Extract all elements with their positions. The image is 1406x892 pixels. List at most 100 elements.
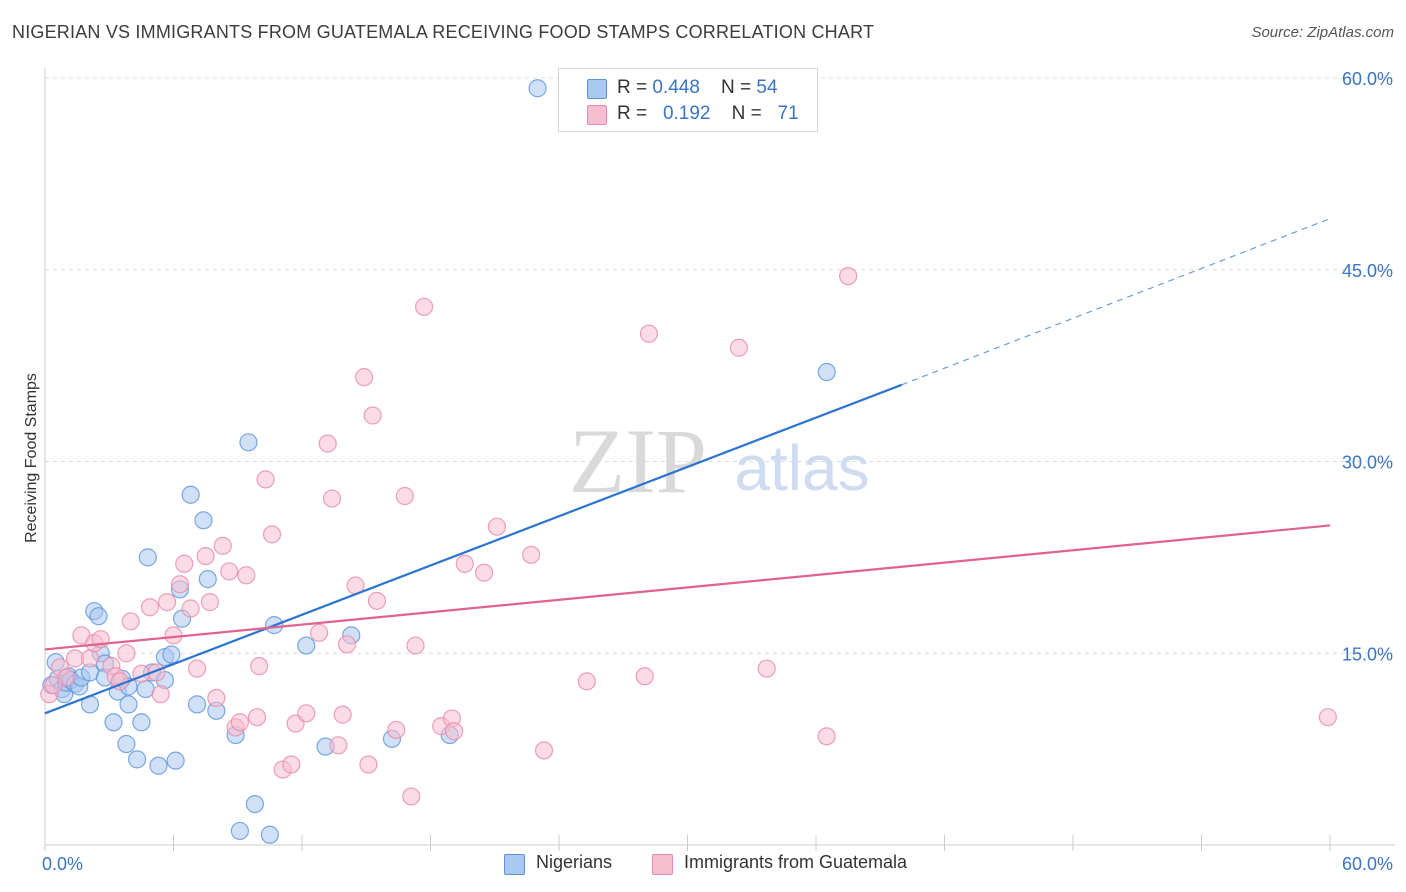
tick-labels: 15.0% 30.0% 45.0% 60.0% 0.0% 60.0% <box>42 69 1393 874</box>
trend-line-guatemala <box>44 524 1331 651</box>
data-point <box>337 635 357 654</box>
data-point <box>213 536 232 555</box>
data-point <box>245 794 264 814</box>
data-point <box>367 591 387 610</box>
y-tick-label: 30.0% <box>1342 453 1393 473</box>
y-tick-label: 45.0% <box>1342 261 1393 281</box>
data-point <box>207 688 226 708</box>
data-point <box>333 705 352 724</box>
data-point <box>200 593 220 612</box>
data-point <box>757 659 776 678</box>
watermark: ZIP atlas <box>569 410 870 512</box>
data-point <box>329 736 348 755</box>
n-value: 54 <box>756 77 778 98</box>
data-point <box>119 695 138 714</box>
data-point <box>220 562 239 581</box>
data-point <box>359 755 378 774</box>
source-label: Source: ZipAtlas.com <box>1251 24 1394 41</box>
trend-lines <box>44 218 1331 715</box>
data-point <box>322 489 342 508</box>
data-point <box>522 545 541 564</box>
data-point <box>355 368 374 387</box>
data-point <box>318 434 337 453</box>
data-point <box>117 734 136 754</box>
data-point <box>138 548 157 567</box>
r-value: 0.192 <box>662 103 711 124</box>
stats-swatch-nigerians <box>587 79 607 99</box>
chart-title: NIGERIAN VS IMMIGRANTS FROM GUATEMALA RE… <box>12 22 875 42</box>
watermark-zip: ZIP <box>569 410 707 512</box>
data-point <box>230 713 249 732</box>
x-tick-label: 0.0% <box>42 854 83 874</box>
data-point <box>577 672 596 691</box>
data-point <box>157 593 177 612</box>
data-point <box>839 267 858 286</box>
data-point <box>181 599 200 618</box>
data-point <box>363 406 382 425</box>
data-point <box>127 750 147 769</box>
watermark-atlas: atlas <box>734 432 869 504</box>
y-tick-label: 15.0% <box>1342 644 1393 664</box>
x-tick-label: 60.0% <box>1342 854 1393 874</box>
series-guatemala <box>40 267 1337 806</box>
data-point <box>1318 708 1337 727</box>
y-tick-label: 60.0% <box>1342 69 1393 89</box>
data-point <box>528 79 547 98</box>
series-legend: Nigerians Immigrants from Guatemala <box>0 852 1406 878</box>
data-point <box>117 644 136 663</box>
data-point <box>194 511 213 530</box>
data-point <box>104 713 123 732</box>
data-point <box>89 607 108 626</box>
data-point <box>310 623 329 642</box>
data-point <box>474 563 494 582</box>
data-point <box>534 741 554 760</box>
data-point <box>247 708 267 727</box>
axes <box>44 68 1395 851</box>
data-point <box>297 704 316 723</box>
data-point <box>57 668 76 687</box>
data-point <box>297 636 316 655</box>
n-label: N = <box>721 77 757 98</box>
data-point <box>402 787 421 806</box>
data-point <box>166 751 185 770</box>
data-point <box>635 667 654 686</box>
legend-swatch-guatemala <box>652 854 673 875</box>
data-point <box>198 570 217 589</box>
legend-label-nigerians: Nigerians <box>536 852 613 872</box>
data-point <box>187 695 207 714</box>
data-point <box>175 554 194 573</box>
data-point <box>80 649 100 668</box>
data-point <box>817 727 836 746</box>
data-point <box>256 470 275 489</box>
legend-swatch-nigerians <box>504 854 525 875</box>
data-point <box>729 338 749 357</box>
data-point <box>282 755 301 774</box>
trend-extension-nigerians <box>901 218 1331 386</box>
data-point <box>455 554 474 573</box>
data-point <box>487 517 506 536</box>
n-value: 71 <box>777 103 799 124</box>
data-point <box>639 324 659 343</box>
data-point <box>132 713 151 732</box>
data-point <box>230 821 249 841</box>
data-point <box>406 636 425 655</box>
data-point <box>260 825 279 844</box>
data-point <box>444 722 464 741</box>
data-point <box>262 525 282 544</box>
data-point <box>250 656 269 676</box>
data-point <box>387 720 406 740</box>
data-point <box>162 645 181 664</box>
r-label: R = <box>617 77 653 98</box>
data-point <box>140 598 160 617</box>
n-label: N = <box>731 103 767 124</box>
stats-swatch-guatemala <box>587 105 607 125</box>
data-point <box>239 433 258 452</box>
stats-legend: R = 0.448 N = 54 R = 0.192 N = 71 <box>558 68 818 132</box>
legend-label-guatemala: Immigrants from Guatemala <box>684 852 908 872</box>
data-point <box>237 566 256 585</box>
data-point <box>151 685 170 704</box>
r-value: 0.448 <box>652 77 700 98</box>
data-point <box>181 485 200 504</box>
data-point <box>187 659 207 678</box>
